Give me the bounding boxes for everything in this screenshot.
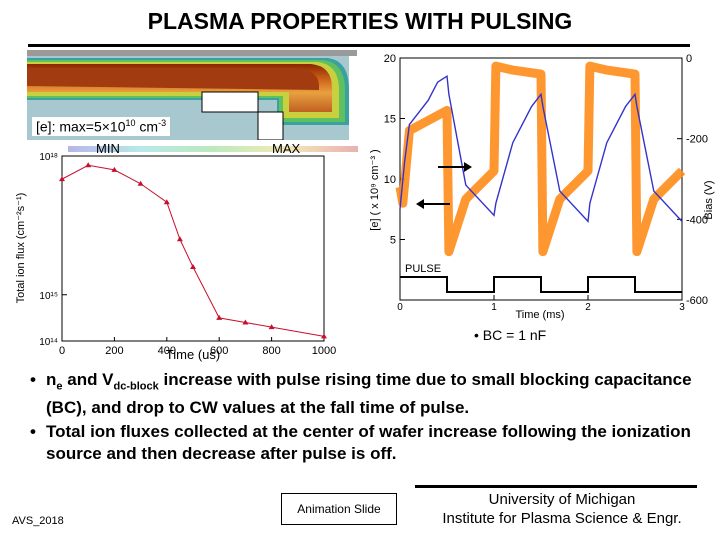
density-series-line (399, 74, 683, 223)
flux-data-point (242, 319, 249, 325)
color-scale-max-label: MAX (272, 141, 301, 156)
flux-plot-frame (61, 155, 325, 342)
flux-data-point (163, 199, 170, 205)
bullet-item: • ne and Vdc-block increase with pulse r… (30, 370, 692, 418)
flux-data-point (137, 180, 144, 186)
plasma-density-contour-image (27, 50, 357, 140)
bc-label: BC = 1 nF (482, 327, 547, 343)
flux-x-axis-label: Time (us) (166, 347, 220, 362)
arrow-right-icon (438, 162, 472, 172)
flux-x-tick-label: 1000 (312, 345, 336, 357)
color-scale-min-label: MIN (96, 141, 120, 156)
flux-data-point (190, 264, 196, 269)
bc-bullet: • BC = 1 nF (474, 327, 546, 343)
electron-density-label: [e]: max=5×1010 cm-3 (32, 117, 171, 136)
animation-slide-box: Animation Slide (281, 493, 397, 525)
flux-data-point (176, 236, 183, 242)
flux-data-point (59, 176, 65, 182)
density-y-tick-label: 15 (384, 114, 396, 126)
bias-y-tick-label: -200 (686, 134, 708, 146)
title-underline (28, 44, 690, 47)
footer-affiliation: University of Michigan Institute for Pla… (415, 490, 709, 528)
flux-x-tick-label: 600 (210, 345, 228, 357)
density-y-axis-label: [e] ( x 10⁹ cm⁻³ ) (369, 149, 381, 230)
density-y-tick-label: 10 (384, 174, 396, 186)
bullet-dot-icon: • (30, 422, 36, 442)
footer-conference-tag: AVS_2018 (12, 515, 64, 527)
flux-y-tick-label: 10¹⁸ (39, 152, 58, 163)
flux-y-tick-label: 10¹⁴ (39, 337, 58, 348)
institute-name: Institute for Plasma Science & Engr. (442, 510, 682, 527)
footer-rule (415, 485, 697, 488)
ion-flux-chart: 0 200 400 600 800 1000 10¹⁴ 10¹⁵ 10¹⁸ Total ion … (15, 152, 336, 362)
arrow-left-icon (416, 199, 450, 209)
bias-y-axis-label: Bias (V) (703, 180, 715, 219)
pulse-waveform (400, 276, 682, 293)
university-name: University of Michigan (488, 491, 636, 508)
flux-x-tick-label: 0 (59, 345, 65, 357)
flux-y-tick-label: 10¹⁵ (39, 291, 58, 302)
pulse-label: PULSE (405, 263, 441, 275)
flux-x-tick-label: 800 (262, 345, 280, 357)
pulse-x-axis-label: Time (ms) (515, 309, 564, 321)
density-y-tick-label: 5 (390, 235, 396, 247)
bullet-item: • Total ion fluxes collected at the cent… (30, 422, 691, 464)
pulse-density-bias-chart: 0 1 2 3 5 10 15 20 0 -200 -400 -600 [e] ( x 10⁹ cm⁻… (369, 53, 715, 321)
flux-x-tick-label: 400 (158, 345, 176, 357)
bias-y-tick-label: -600 (686, 295, 708, 307)
flux-data-point (321, 333, 327, 339)
color-scale-bar (68, 146, 358, 152)
bias-y-tick-label: 0 (686, 53, 692, 65)
pulse-x-tick-label: 1 (491, 302, 497, 313)
bias-series-line (395, 61, 686, 257)
bullet-dot-icon: • (474, 327, 479, 343)
pulse-x-tick-label: 2 (585, 302, 591, 313)
density-y-tick-label: 20 (384, 53, 396, 65)
bias-y-tick-label: -400 (686, 214, 708, 226)
pulse-x-tick-label: 0 (397, 302, 403, 313)
flux-data-point (216, 314, 223, 320)
bullet-dot-icon: • (30, 370, 36, 389)
slide-title: PLASMA PROPERTIES WITH PULSING (147, 8, 573, 34)
flux-data-point (111, 166, 118, 172)
flux-x-tick-label: 200 (105, 345, 123, 357)
bullet-list: • ne and Vdc-block increase with pulse r… (30, 369, 710, 467)
pulse-x-tick-label: 3 (679, 302, 685, 313)
flux-data-point (268, 324, 275, 330)
flux-data-point (85, 162, 92, 168)
flux-y-axis-label: Total ion flux (cm⁻²s⁻¹) (15, 193, 27, 304)
